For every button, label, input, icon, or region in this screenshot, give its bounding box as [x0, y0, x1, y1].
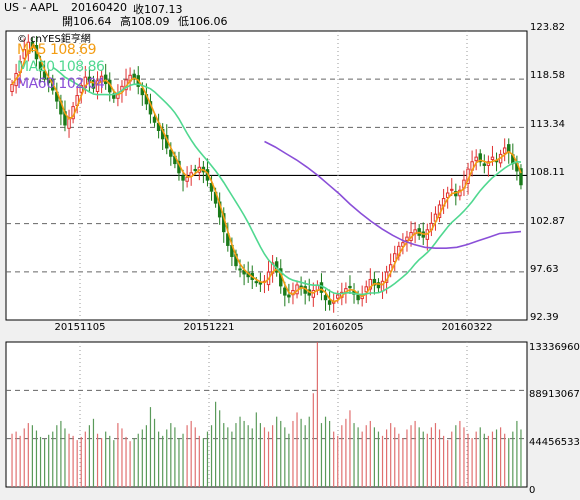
- candle-body: [368, 278, 373, 290]
- candle-body: [30, 41, 35, 49]
- price-tick-7: 92.39: [530, 312, 559, 323]
- volume-tick-4: 0: [529, 485, 536, 496]
- ma20-label: MA20 108.86: [17, 59, 105, 75]
- candle-body: [458, 189, 462, 197]
- candle-body: [348, 285, 352, 289]
- price-tick-5: 102.87: [530, 216, 565, 227]
- candle-body: [502, 147, 507, 154]
- candle-body: [336, 294, 340, 299]
- candle-body: [238, 268, 242, 271]
- header-low: 低106.06: [178, 15, 228, 28]
- header-date: 20160420: [71, 1, 127, 14]
- price-tick-6: 97.63: [530, 264, 559, 275]
- candle-body: [364, 286, 368, 293]
- candle-body: [283, 287, 287, 296]
- candle-body: [319, 282, 324, 293]
- price-tick-2: 118.58: [530, 70, 565, 81]
- price-panel: [5, 30, 528, 321]
- x-tick-1: 20151105: [54, 322, 106, 333]
- candle-body: [169, 149, 173, 157]
- candle-body: [42, 71, 47, 80]
- ma20-line: [52, 66, 522, 296]
- candle-body: [519, 168, 523, 186]
- price-tick-1: 123.82: [530, 22, 565, 33]
- volume-panel-frame: [5, 341, 528, 488]
- candle-body: [478, 153, 482, 163]
- candle-body: [181, 175, 185, 181]
- candle-body: [474, 156, 478, 162]
- ma60-line: [264, 140, 522, 249]
- watermark-logo: © cnYES鉅亨網: [17, 34, 91, 45]
- candle-body: [405, 236, 409, 241]
- candle-body: [22, 49, 26, 59]
- candle-body: [254, 281, 259, 284]
- candle-body: [372, 278, 377, 286]
- candle-body: [209, 182, 214, 192]
- candle-body: [185, 176, 189, 182]
- candle-body: [311, 289, 316, 298]
- candle-body: [38, 61, 43, 72]
- candle-body: [445, 192, 450, 198]
- candle-body: [376, 282, 381, 289]
- ma60-label: MA60 102.04: [17, 76, 105, 92]
- candle-body: [482, 163, 487, 166]
- candle-body: [490, 156, 495, 161]
- candle-body: [323, 295, 328, 301]
- ma5-line: [11, 45, 522, 303]
- candle-body: [91, 79, 96, 89]
- volume-panel: [5, 341, 528, 488]
- candle-body: [193, 168, 197, 171]
- header-symbol: US - AAPL: [4, 1, 59, 14]
- x-tick-4: 20160322: [441, 322, 493, 333]
- candle-body: [95, 80, 100, 93]
- candle-body: [356, 294, 360, 301]
- ma5-label: MA5 108.69: [17, 42, 97, 58]
- volume-tick-3: 44456533: [529, 437, 580, 448]
- candle-body: [327, 300, 332, 305]
- x-tick-3: 20160205: [312, 322, 364, 333]
- price-tick-3: 113.34: [530, 119, 565, 130]
- header-open: 開106.64: [62, 15, 112, 28]
- candle-body: [152, 116, 157, 123]
- candle-body: [79, 84, 83, 93]
- x-tick-2: 20151221: [183, 322, 235, 333]
- candle-body: [287, 294, 291, 298]
- candle-body: [450, 188, 454, 191]
- volume-tick-1: 133369600: [529, 342, 580, 353]
- candle-body: [10, 84, 14, 93]
- header-high: 高108.09: [120, 15, 170, 28]
- price-tick-4: 108.11: [530, 167, 565, 178]
- volume-tick-2: 88913067: [529, 389, 580, 400]
- candle-body: [140, 88, 145, 96]
- candle-body: [393, 253, 397, 262]
- header-close: 收107.13: [133, 3, 183, 16]
